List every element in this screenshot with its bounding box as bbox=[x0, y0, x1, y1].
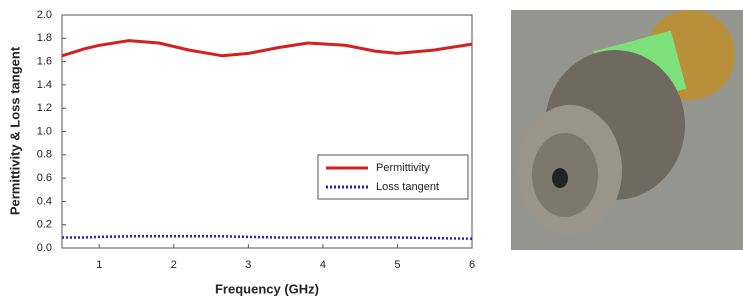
y-tick-label: 1.4 bbox=[37, 79, 52, 91]
x-tick-label: 2 bbox=[171, 259, 177, 271]
figure: Frequency (GHz) Permittivity & Loss tang… bbox=[0, 0, 743, 298]
legend-label: Permittivity bbox=[376, 162, 430, 174]
y-tick-label: 1.6 bbox=[37, 56, 52, 68]
x-tick-label: 1 bbox=[96, 259, 102, 271]
y-tick-label: 2.0 bbox=[37, 9, 52, 21]
legend-label: Loss tangent bbox=[376, 181, 439, 193]
x-tick-label: 4 bbox=[320, 259, 326, 271]
series-line bbox=[62, 41, 472, 56]
x-tick-label: 6 bbox=[469, 259, 475, 271]
y-tick-label: 0.6 bbox=[37, 172, 52, 184]
x-tick-label: 3 bbox=[245, 259, 251, 271]
y-axis-title: Permittivity & Loss tangent bbox=[7, 46, 22, 215]
page: {"chart_data": {"type": "line", "xlabel"… bbox=[0, 0, 743, 298]
y-tick-label: 0.2 bbox=[37, 219, 52, 231]
y-tick-label: 0.0 bbox=[37, 242, 52, 254]
series-line bbox=[62, 236, 472, 238]
y-tick-label: 1.2 bbox=[37, 102, 52, 114]
photo bbox=[511, 10, 743, 250]
y-tick-label: 0.4 bbox=[37, 195, 52, 207]
y-tick-label: 1.0 bbox=[37, 125, 52, 137]
x-axis-title: Frequency (GHz) bbox=[215, 281, 319, 296]
y-tick-label: 1.8 bbox=[37, 32, 52, 44]
y-tick-label: 0.8 bbox=[37, 149, 52, 161]
x-tick-label: 5 bbox=[394, 259, 400, 271]
